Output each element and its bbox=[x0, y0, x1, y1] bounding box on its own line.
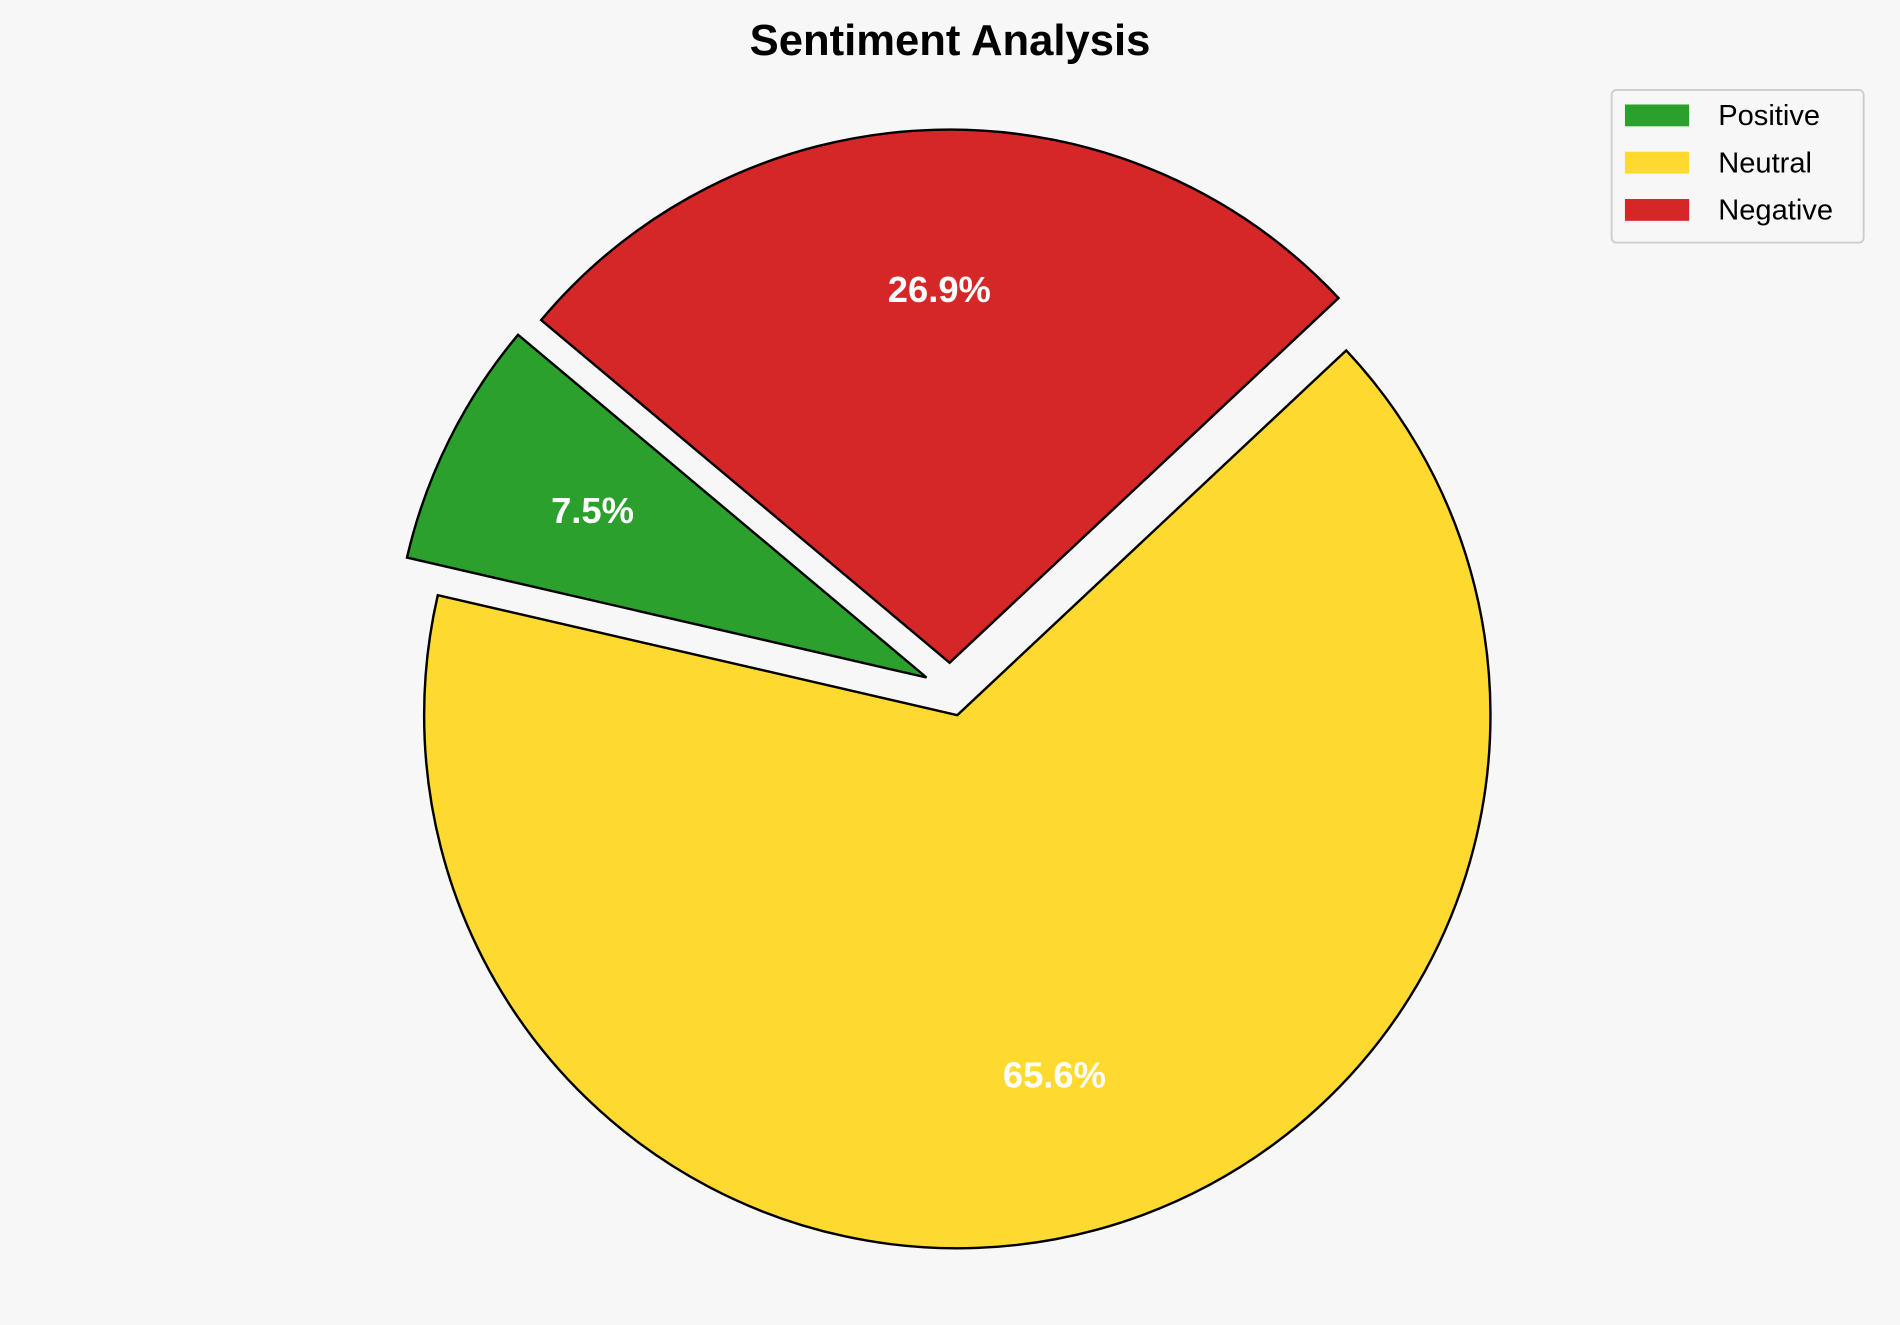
slice-label-negative: 26.9% bbox=[888, 269, 991, 310]
legend-label-positive: Positive bbox=[1718, 100, 1820, 132]
slice-label-positive: 7.5% bbox=[551, 490, 634, 531]
legend-item-negative: Negative bbox=[1624, 195, 1833, 227]
pie-slice-negative bbox=[539, 128, 1341, 665]
slice-label-neutral: 65.6% bbox=[1003, 1055, 1106, 1096]
legend-item-neutral: Neutral bbox=[1624, 147, 1812, 179]
chart-title: Sentiment Analysis bbox=[750, 17, 1151, 65]
legend-label-negative: Negative bbox=[1718, 195, 1833, 227]
slice-labels: 7.5% 65.6% 26.9% bbox=[551, 269, 1106, 1096]
slices bbox=[405, 128, 1492, 1250]
legend-swatch-negative bbox=[1624, 199, 1690, 221]
pie-slice-neutral bbox=[422, 348, 1492, 1250]
pie-slice-positive bbox=[405, 333, 928, 679]
legend-label-neutral: Neutral bbox=[1718, 147, 1812, 179]
legend-swatch-positive bbox=[1624, 104, 1690, 127]
legend-swatch-neutral bbox=[1624, 151, 1690, 174]
legend: Positive Neutral Negative bbox=[1610, 89, 1865, 244]
legend-item-positive: Positive bbox=[1624, 100, 1820, 132]
